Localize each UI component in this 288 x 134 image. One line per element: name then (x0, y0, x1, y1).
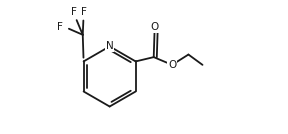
Text: N: N (106, 41, 113, 51)
Text: O: O (168, 60, 176, 70)
Text: O: O (150, 22, 159, 32)
Text: F: F (57, 22, 63, 31)
Text: F: F (71, 7, 77, 17)
Text: F: F (81, 7, 86, 17)
